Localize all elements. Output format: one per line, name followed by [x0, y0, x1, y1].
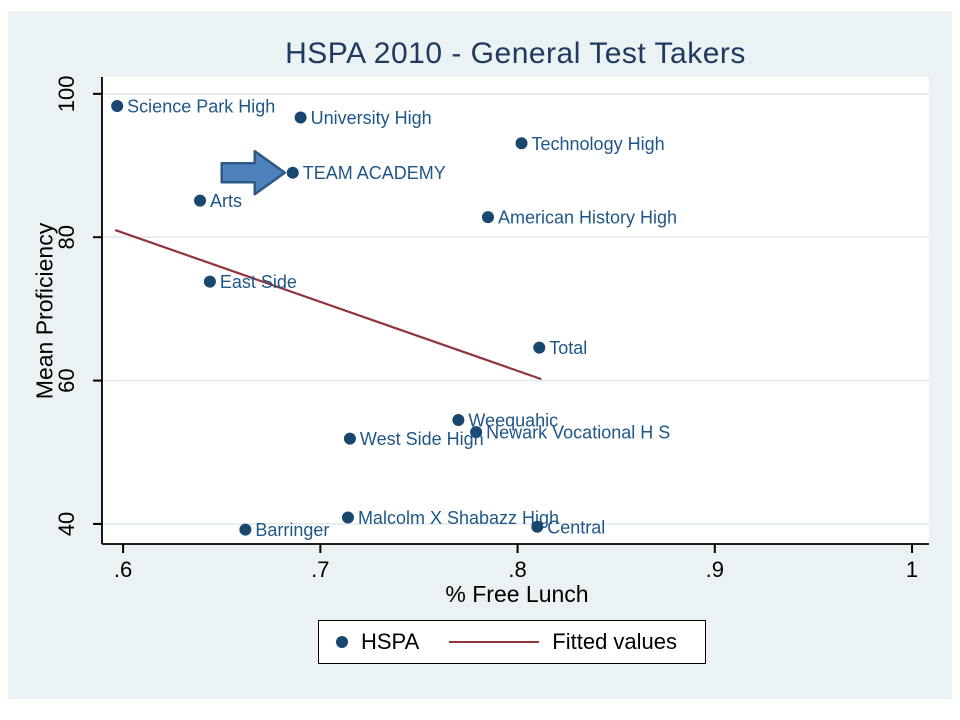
x-axis-title: % Free Lunch — [445, 581, 589, 607]
x-tick-label: .9 — [706, 557, 724, 582]
y-tick-label: 40 — [54, 512, 79, 536]
x-tick-label: 1 — [906, 557, 918, 582]
y-tick-label: 100 — [54, 75, 79, 112]
data-point — [203, 275, 216, 288]
point-label: Central — [547, 517, 605, 537]
data-point — [533, 341, 546, 354]
scatter-plot: 40 60 80 100 .6 .7 .8 .9 1 Science Park High Unive… — [54, 75, 929, 582]
x-tick-label: .6 — [114, 557, 132, 582]
point-label: Malcolm X Shabazz High — [358, 508, 559, 528]
data-point — [481, 211, 494, 224]
data-point — [343, 432, 356, 445]
point-label: American History High — [498, 208, 677, 228]
legend-label-fitted-values: Fitted values — [552, 629, 678, 654]
data-point — [470, 426, 483, 439]
data-point — [341, 511, 354, 524]
data-point — [286, 166, 299, 179]
data-point — [294, 111, 307, 124]
legend-label-hspa: HSPA — [361, 629, 420, 654]
arrow-annotation-icon — [220, 149, 286, 196]
fitted-line-icon — [449, 641, 540, 643]
point-label: West Side High — [360, 429, 484, 449]
scatter-marker-icon — [336, 636, 348, 648]
data-point — [531, 520, 544, 533]
point-label: TEAM ACADEMY — [303, 163, 446, 183]
legend: HSPA Fitted values — [318, 620, 706, 664]
point-label: East Side — [220, 272, 297, 292]
point-label: Newark Vocational H S — [486, 423, 670, 443]
plot-area — [102, 77, 929, 544]
chart-title: HSPA 2010 - General Test Takers — [285, 37, 746, 70]
point-label: Technology High — [532, 134, 665, 154]
y-tick-label: 60 — [54, 368, 79, 392]
x-tick-label: .7 — [311, 557, 329, 582]
point-label: Barringer — [255, 520, 329, 540]
x-tick-label: .8 — [508, 557, 526, 582]
data-point — [515, 137, 528, 150]
data-point — [239, 523, 252, 536]
chart-canvas: HSPA 2010 - General Test Takers Mean Pro… — [8, 11, 952, 699]
fitted-line — [114, 229, 542, 381]
data-point — [452, 413, 465, 426]
y-tick-label: 80 — [54, 225, 79, 249]
point-label: Science Park High — [127, 97, 275, 117]
data-point — [194, 194, 207, 207]
data-point — [111, 100, 124, 113]
point-label: University High — [311, 108, 432, 128]
point-label: Total — [549, 338, 587, 358]
point-label: Weequahic — [468, 410, 558, 430]
point-label: Arts — [210, 191, 242, 211]
